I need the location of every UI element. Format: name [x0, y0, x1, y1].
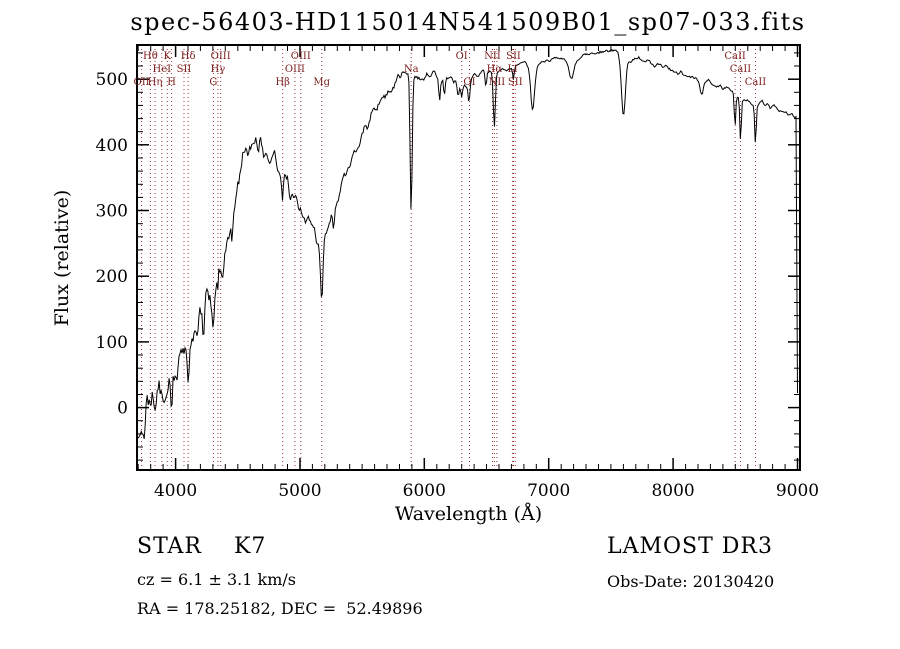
- marker-label: OIII: [285, 64, 305, 75]
- x-tick-label: 8000: [651, 481, 694, 501]
- marker-label: NII: [484, 51, 501, 62]
- spectrum-plot: 4000 5000 6000 7000 8000 9000 0 100 200 300 400 500…: [96, 44, 819, 501]
- marker-label: Hη: [148, 77, 163, 88]
- marker-label: OIII: [211, 51, 231, 62]
- marker-label: CaII: [745, 77, 767, 88]
- obs-date-label: Obs-Date: 20130420: [607, 572, 775, 591]
- marker-label: Hθ: [143, 51, 158, 62]
- y-tick-label: 500: [96, 70, 128, 90]
- x-tick-label: 6000: [403, 481, 446, 501]
- x-tick-label: 7000: [527, 481, 570, 501]
- plot-title: spec-56403-HD115014N541509B01_sp07-033.f…: [130, 8, 806, 36]
- y-tick-label: 300: [96, 202, 128, 222]
- marker-label: SII: [506, 51, 521, 62]
- survey-label: LAMOST DR3: [607, 534, 773, 559]
- marker-label: OI: [456, 51, 468, 62]
- marker-label: HeI: [153, 64, 172, 75]
- x-tick-label: 4000: [154, 481, 197, 501]
- marker-label: G: [209, 77, 217, 88]
- marker-label: NII: [489, 77, 506, 88]
- x-tick-label: 9000: [776, 481, 819, 501]
- marker-label: CaII: [730, 64, 752, 75]
- object-class-label: STAR K7: [137, 534, 267, 559]
- y-tick-label: 400: [96, 136, 128, 156]
- marker-label: OI: [463, 77, 475, 88]
- marker-label: Hα: [487, 64, 503, 75]
- marker-label: OII: [134, 77, 150, 88]
- cz-value: cz = 6.1 ± 3.1 km/s: [137, 570, 296, 589]
- marker-label: K: [163, 51, 171, 62]
- ra-dec-value: RA = 178.25182, DEC = 52.49896: [137, 599, 423, 618]
- y-axis-label: Flux (relative): [51, 189, 73, 327]
- y-tick-label: 100: [96, 333, 128, 353]
- marker-label: Hδ: [181, 51, 196, 62]
- axis-frame: [136, 44, 801, 471]
- marker-label: CaII: [724, 51, 746, 62]
- marker-label: Hβ: [275, 77, 290, 88]
- marker-label: Mg: [313, 77, 330, 88]
- y-tick-label: 200: [96, 267, 128, 287]
- y-tick-label: 0: [117, 399, 128, 419]
- marker-label: SII: [177, 64, 192, 75]
- marker-label: Li: [507, 64, 517, 75]
- marker-label: Hγ: [211, 64, 226, 75]
- x-axis-label: Wavelength (Å): [394, 503, 543, 525]
- spectrum-line: [137, 48, 798, 439]
- marker-label: H: [167, 77, 176, 88]
- x-tick-label: 5000: [278, 481, 321, 501]
- marker-label: SII: [508, 77, 523, 88]
- marker-label: Na: [404, 64, 419, 75]
- marker-label: OIII: [291, 51, 311, 62]
